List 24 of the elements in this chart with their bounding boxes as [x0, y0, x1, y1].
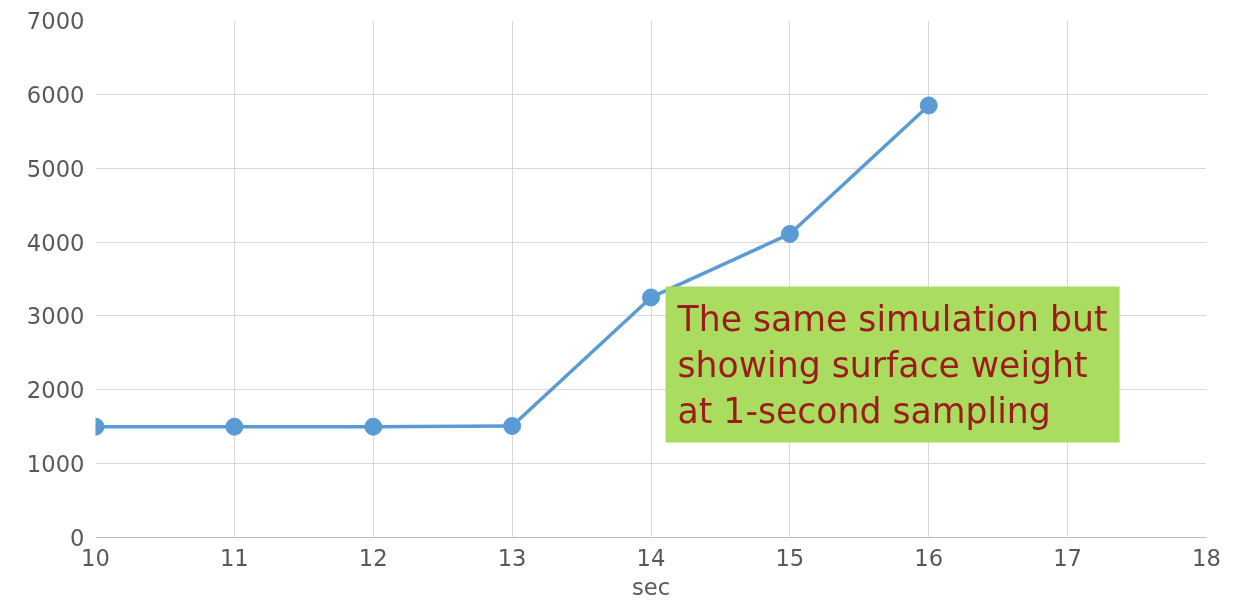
- x-tick-label: 12: [358, 544, 388, 571]
- x-axis-title: sec: [631, 573, 671, 600]
- x-tick-label: 14: [636, 544, 666, 571]
- y-tick-label: 7000: [26, 8, 85, 34]
- x-tick-label: 18: [1192, 544, 1221, 571]
- y-tick-label: 2000: [26, 377, 85, 404]
- annotation: The same simulation but showing surface weight at 1-second sampling: [676, 298, 1108, 431]
- x-tick-label: 13: [497, 544, 527, 571]
- y-tick-label: 3000: [26, 303, 85, 330]
- y-tick-label: 1000: [26, 451, 85, 478]
- x-tick-label: 11: [219, 544, 249, 571]
- x-tick-label: 16: [914, 544, 944, 571]
- y-tick-label: 5000: [26, 155, 85, 182]
- point: [642, 288, 660, 307]
- x-tick-label: 10: [81, 544, 110, 571]
- point: [225, 417, 244, 436]
- point: [780, 224, 799, 243]
- point: [919, 96, 938, 115]
- y-tick-label: 6000: [26, 81, 85, 108]
- point: [503, 416, 522, 435]
- x-tick-label: 15: [775, 544, 805, 571]
- x-tick-label: 17: [1053, 544, 1083, 571]
- y-tick-label: 4000: [26, 229, 85, 256]
- point: [364, 417, 383, 436]
